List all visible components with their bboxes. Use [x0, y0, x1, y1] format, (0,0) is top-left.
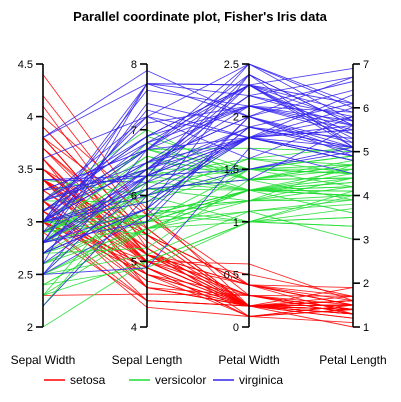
axis-name-label: Petal Width	[218, 353, 279, 367]
series-line-setosa-24	[42, 189, 354, 297]
series-line-virginica-36	[42, 83, 354, 223]
axis-3: 0 0.5 1 1.5 2 2.5 Petal Width	[218, 59, 279, 367]
axis-tick-label: 2.5	[18, 269, 33, 281]
series-line-setosa-15	[42, 116, 354, 319]
axis-tick-label: 8	[131, 59, 137, 71]
axis-tick-label: 2	[27, 322, 33, 334]
series-line-setosa-38	[42, 158, 354, 317]
axis-tick-label: 0.5	[224, 269, 239, 281]
series-line-virginica-44	[42, 84, 354, 202]
series-line-versicolor-32	[42, 208, 354, 286]
series-line-virginica-35	[42, 125, 354, 265]
axes-layer: 2 2.5 3 3.5 4 4.5 Sepal Width 4 5 6 7 8 Sepal Length…	[11, 59, 387, 367]
series-line-virginica-46	[42, 84, 354, 223]
series-line-versicolor-43	[42, 195, 354, 265]
series-line-virginica-10	[42, 63, 354, 160]
series-line-virginica-47	[42, 126, 354, 275]
legend-label: virginica	[239, 373, 283, 387]
series-line-versicolor-50	[42, 189, 354, 244]
axis-tick-label: 4	[131, 322, 137, 334]
axis-tick-label: 4	[27, 112, 33, 124]
series-line-virginica-28	[42, 137, 354, 223]
axis-tick-label: 1.5	[224, 164, 239, 176]
axis-tick-label: 7	[363, 59, 369, 71]
axis-name-label: Sepal Length	[112, 353, 183, 367]
series-line-virginica-43	[42, 126, 354, 254]
axis-tick-label: 6	[363, 103, 369, 115]
series-line-virginica-49	[42, 84, 354, 183]
series-line-virginica-50	[42, 137, 354, 223]
axis-name-label: Sepal Width	[11, 353, 76, 367]
axis-tick-label: 6	[131, 191, 137, 203]
series-line-virginica-41	[42, 73, 354, 212]
series-line-versicolor-44	[42, 221, 354, 296]
series-line-virginica-39	[42, 137, 354, 223]
series-virginica	[42, 63, 354, 307]
chart-title: Parallel coordinate plot, Fisher's Iris …	[73, 9, 328, 24]
series-line-virginica-42	[42, 84, 354, 212]
series-line-setosa-33	[42, 105, 354, 317]
series-line-setosa-13	[42, 221, 354, 317]
series-line-versicolor-48	[42, 181, 354, 233]
series-line-versicolor-35	[42, 168, 354, 236]
legend-label: setosa	[70, 373, 106, 387]
series-line-virginica-12	[42, 126, 354, 254]
series-line-virginica-23	[42, 76, 354, 244]
axis-tick-label: 5	[131, 256, 137, 268]
series-line-virginica-13	[42, 105, 354, 223]
series-line-virginica-31	[42, 102, 354, 244]
series-line-versicolor-49	[42, 210, 354, 275]
axis-tick-label: 3	[363, 234, 369, 246]
series-line-virginica-33	[42, 95, 354, 244]
axis-tick-label: 2	[233, 112, 239, 124]
series-line-virginica-32	[42, 70, 354, 138]
series-line-versicolor-30	[42, 214, 354, 265]
axis-tick-label: 1	[233, 217, 239, 229]
axis-tick-label: 3.5	[18, 164, 33, 176]
legend-label: versicolor	[155, 373, 206, 387]
series-line-virginica-48	[42, 116, 354, 223]
series-line-virginica-18	[42, 76, 354, 138]
series-line-virginica-34	[42, 146, 354, 244]
legend-item-setosa: setosa	[44, 373, 106, 387]
series-line-versicolor-9	[42, 155, 354, 233]
axis-tick-label: 4	[363, 191, 369, 203]
series-line-versicolor-38	[42, 175, 354, 296]
axis-tick-label: 1	[363, 322, 369, 334]
series-line-virginica-20	[42, 151, 354, 307]
polyline-layer	[42, 63, 354, 328]
axis-tick-label: 3	[27, 217, 33, 229]
axis-tick-label: 5	[363, 147, 369, 159]
series-line-virginica-26	[42, 107, 354, 202]
series-line-setosa-42	[42, 293, 354, 315]
series-line-versicolor-24	[42, 164, 354, 244]
series-line-versicolor-27	[42, 142, 354, 244]
series-line-versicolor-41	[42, 177, 354, 265]
series-line-virginica-38	[42, 129, 354, 212]
series-line-setosa-47	[42, 137, 354, 307]
series-line-setosa-27	[42, 179, 354, 302]
axis-tick-label: 2.5	[224, 59, 239, 71]
series-line-setosa-49	[42, 147, 354, 307]
axis-4: 1 2 3 4 5 6 7 Petal Length	[319, 59, 386, 367]
series-line-virginica-45	[42, 63, 354, 191]
series-line-versicolor-36	[42, 158, 354, 196]
legend: setosa versicolor virginica	[44, 373, 283, 387]
axis-tick-label: 2	[363, 278, 369, 290]
series-line-setosa-44	[42, 168, 354, 302]
axis-2: 4 5 6 7 8 Sepal Length	[112, 59, 183, 367]
axis-1: 2 2.5 3 3.5 4 4.5 Sepal Width	[11, 59, 76, 367]
series-line-virginica-22	[42, 116, 354, 244]
legend-item-versicolor: versicolor	[129, 373, 206, 387]
series-line-setosa-39	[42, 221, 354, 315]
series-line-versicolor-20	[42, 199, 354, 275]
series-versicolor	[42, 129, 354, 328]
axis-tick-label: 4.5	[18, 59, 33, 71]
legend-item-virginica: virginica	[213, 373, 283, 387]
axis-tick-label: 7	[131, 125, 137, 137]
series-line-versicolor-15	[42, 189, 354, 233]
axis-tick-label: 0	[233, 322, 239, 334]
axis-name-label: Petal Length	[319, 353, 386, 367]
